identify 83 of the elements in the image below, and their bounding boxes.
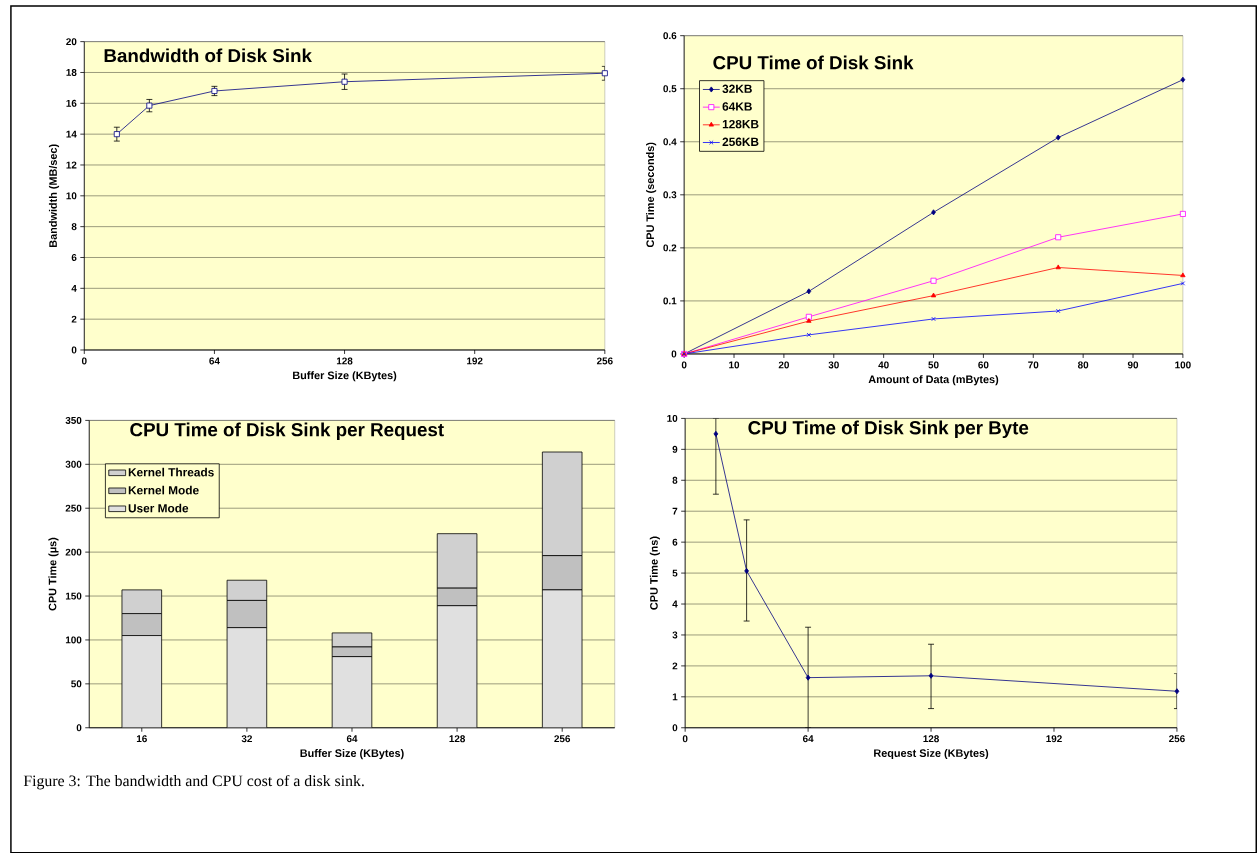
x-tick-label: 256 (1169, 735, 1185, 742)
y-tick-label: 350 (65, 416, 82, 424)
text: CPU Time of Disk Sink (713, 55, 914, 70)
x-tick-label: 192 (1046, 735, 1062, 742)
y-tick-label: 9 (672, 445, 678, 453)
y-tick-label: 1 (672, 693, 678, 701)
x-tick-label: 100 (1175, 361, 1191, 369)
x-tick-label: 0 (681, 361, 687, 369)
x-tick-label: 256 (596, 357, 613, 365)
x-tick-label: 64 (346, 735, 358, 742)
y-tick-label: 0.5 (663, 85, 677, 93)
x-tick-label: 192 (467, 357, 483, 365)
x-tick-label: 20 (778, 361, 789, 369)
x-tick-label: 0 (81, 357, 87, 365)
y-tick-label: 4 (672, 600, 678, 608)
y-tick-label: 10 (66, 192, 77, 200)
y-tick-label: 8 (672, 476, 678, 484)
y-tick-label: 4 (71, 284, 77, 292)
y-tick-label: 8 (71, 222, 77, 230)
y-tick-label: 18 (66, 68, 77, 76)
y-tick-label: 16 (66, 99, 77, 107)
y-tick-label: 0.4 (663, 138, 677, 146)
legend-label: 32KB (722, 84, 752, 93)
y-tick-label: 300 (65, 460, 82, 468)
y-tick-label: 14 (66, 130, 77, 138)
y-axis-title: Bandwidth (MB/sec) (48, 144, 60, 247)
y-tick-label: 0.1 (663, 297, 677, 305)
y-tick-label: 0.2 (663, 244, 677, 252)
x-tick-label: 70 (1028, 361, 1039, 369)
x-tick-label: 32 (241, 735, 252, 743)
y-tick-label: 10 (667, 414, 678, 422)
x-tick-label: 256 (554, 735, 571, 742)
x-axis-title: Request Size (KBytes) (874, 748, 989, 759)
legend-label: 256KB (722, 137, 759, 146)
y-tick-label: 0.6 (663, 31, 677, 39)
x-axis-title: Buffer Size (KBytes) (293, 371, 397, 382)
y-tick-label: 3 (672, 631, 678, 639)
x-tick-label: 30 (828, 361, 839, 369)
legend-label: 64KB (722, 102, 752, 111)
x-tick-label: 64 (802, 735, 814, 742)
y-axis-title: CPU Time (seconds) (646, 142, 657, 247)
y-tick-label: 2 (672, 662, 678, 670)
x-tick-label: 50 (928, 361, 939, 369)
y-tick-label: 7 (672, 507, 678, 515)
x-tick-label: 60 (978, 361, 989, 369)
legend-label: User Mode (128, 503, 189, 513)
y-tick-label: 150 (65, 592, 82, 600)
chart-title: CPU Time of Disk Sink per Byte (748, 420, 1029, 438)
y-tick-label: 20 (66, 37, 77, 45)
y-tick-label: 2 (71, 315, 77, 323)
legend-label: Kernel Threads (128, 467, 214, 477)
x-tick-label: 10 (729, 361, 740, 369)
y-tick-label: 0 (71, 346, 77, 354)
chart-title: CPU Time of Disk Sink per Request (130, 422, 444, 440)
y-tick-label: 100 (65, 636, 82, 644)
caption: Figure 3: The bandwidth and CPU cost of a disk sink. (23, 774, 364, 790)
x-tick-label: 64 (209, 357, 220, 365)
x-tick-label: 40 (878, 361, 889, 369)
x-tick-label: 90 (1127, 361, 1139, 369)
x-tick-label: 128 (923, 735, 939, 742)
legend-label: Kernel Mode (128, 485, 199, 495)
x-tick-label: 0 (682, 735, 688, 742)
y-tick-label: 6 (672, 538, 678, 546)
y-tick-label: 200 (65, 548, 82, 556)
y-tick-label: 0.3 (663, 191, 677, 199)
y-tick-label: 0 (76, 724, 82, 732)
chart-title: Bandwidth of Disk Sink (104, 48, 312, 63)
y-tick-label: 12 (66, 161, 77, 169)
y-tick-label: 250 (65, 504, 82, 512)
y-axis-title: CPU Time (µs) (48, 537, 59, 611)
x-tick-label: 80 (1077, 361, 1089, 369)
y-tick-label: 50 (71, 680, 82, 688)
y-axis-title: CPU Time (ns) (649, 536, 660, 610)
legend-label: 128KB (722, 119, 759, 129)
y-tick-label: 0 (671, 350, 677, 358)
y-tick-label: 6 (71, 253, 77, 261)
x-axis-title: Buffer Size (KBytes) (300, 748, 404, 759)
y-tick-label: 5 (672, 569, 678, 577)
x-tick-label: 128 (336, 357, 353, 365)
x-axis-title: Amount of Data (mBytes) (868, 374, 999, 386)
y-tick-label: 0 (672, 724, 678, 732)
x-tick-label: 16 (136, 735, 147, 742)
x-tick-label: 128 (449, 735, 466, 742)
